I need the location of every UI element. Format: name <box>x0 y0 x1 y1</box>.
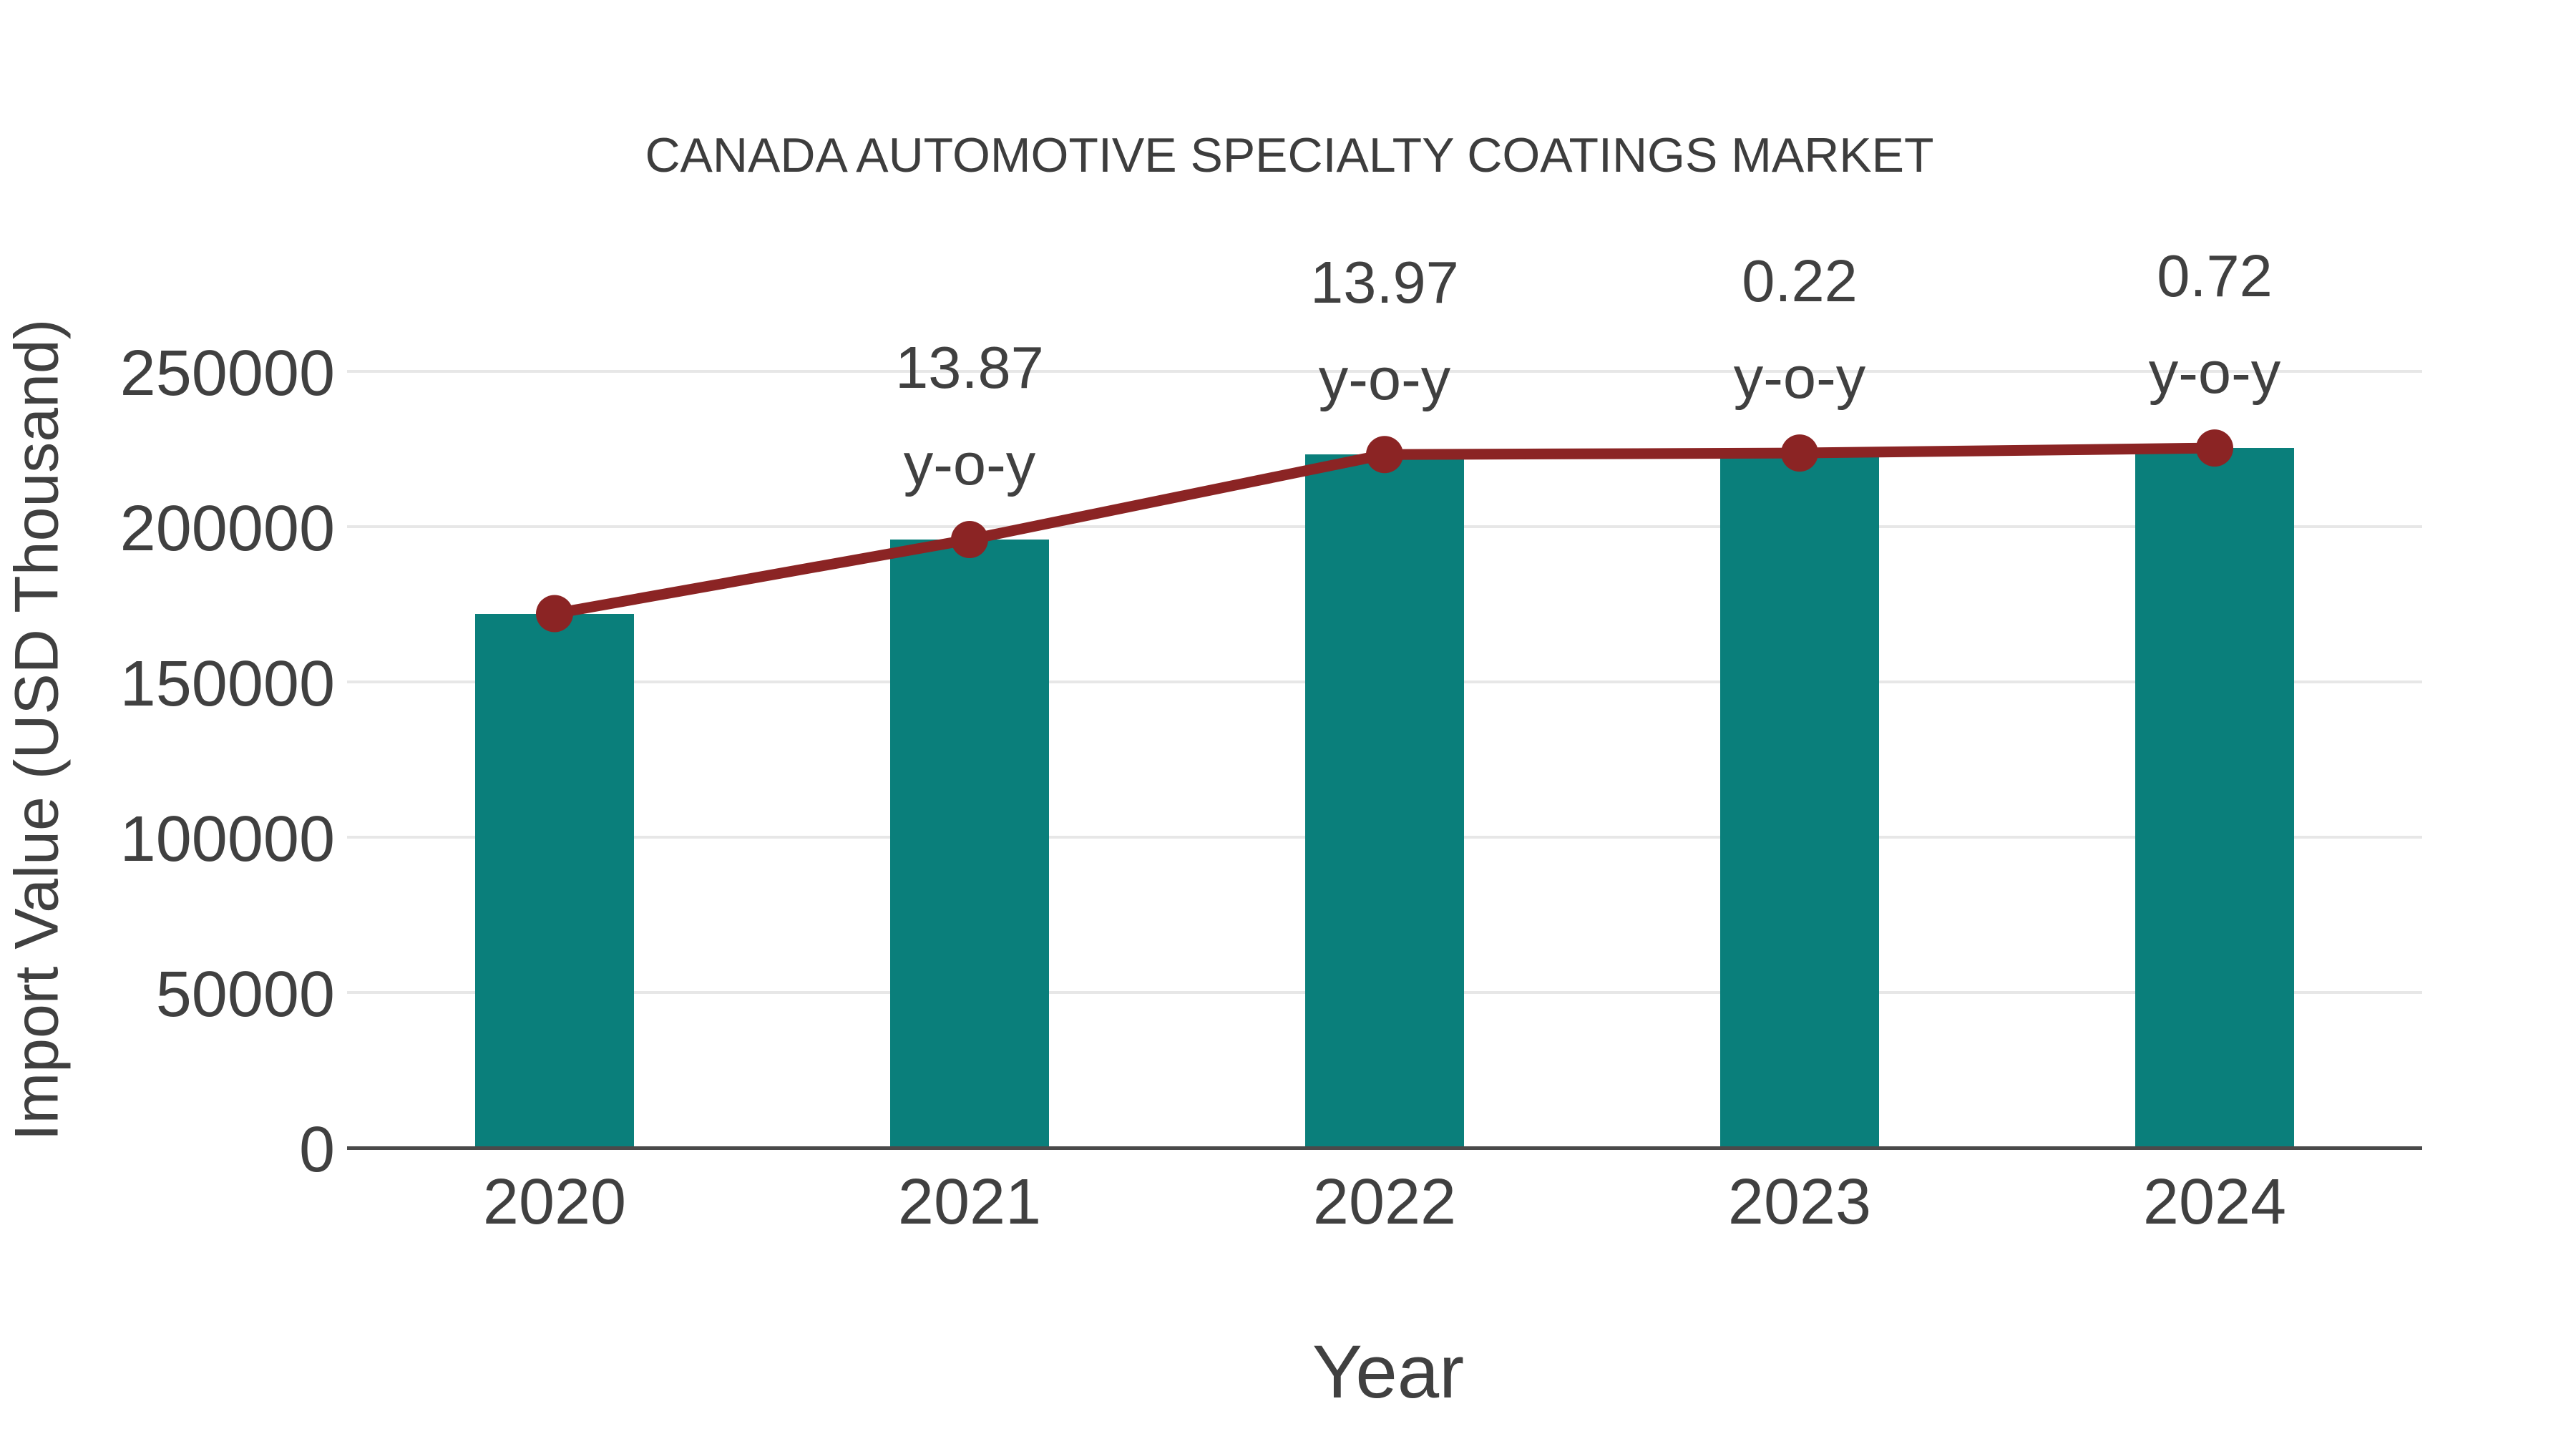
annotation-label-2021: y-o-y <box>903 430 1036 497</box>
data-point-marker-2022 <box>1366 436 1403 474</box>
annotation-value-2024: 0.72 <box>2157 243 2273 310</box>
data-point-marker-2020 <box>536 595 573 633</box>
data-point-marker-2024 <box>2196 429 2233 467</box>
chart-title: CANADA AUTOMOTIVE SPECIALTY COATINGS MAR… <box>645 128 1934 182</box>
annotation-value-2022: 13.97 <box>1310 249 1459 316</box>
annotation-label-2023: y-o-y <box>1733 344 1866 411</box>
annotation-value-2023: 0.22 <box>1742 248 1858 315</box>
data-point-marker-2021 <box>951 520 988 558</box>
gridline <box>347 370 2422 373</box>
y-tick-label: 50000 <box>155 959 335 1030</box>
annotation-label-2022: y-o-y <box>1318 346 1451 413</box>
bar-2021 <box>890 539 1049 1148</box>
bar-2024 <box>2135 448 2294 1148</box>
annotation-value-2021: 13.87 <box>895 333 1044 401</box>
bar-2022 <box>1305 454 1464 1148</box>
y-tick-label: 100000 <box>119 804 335 875</box>
x-tick-label-2023: 2023 <box>1727 1166 1872 1238</box>
y-tick-label: 0 <box>298 1114 335 1186</box>
y-tick-label: 150000 <box>119 648 335 720</box>
bar-2020 <box>475 613 634 1148</box>
x-tick-label-2022: 2022 <box>1312 1166 1457 1238</box>
y-tick-label: 200000 <box>119 493 335 565</box>
x-axis-label: Year <box>1312 1330 1465 1414</box>
x-tick-label-2020: 2020 <box>482 1166 627 1238</box>
x-tick-label-2024: 2024 <box>2142 1166 2287 1238</box>
y-tick-label: 250000 <box>119 338 335 409</box>
x-tick-label-2021: 2021 <box>897 1166 1042 1238</box>
x-axis-line <box>347 1146 2422 1150</box>
bar-2023 <box>1720 453 1879 1148</box>
annotation-label-2024: y-o-y <box>2148 339 2281 406</box>
data-point-marker-2023 <box>1781 434 1818 472</box>
